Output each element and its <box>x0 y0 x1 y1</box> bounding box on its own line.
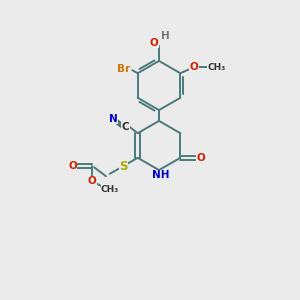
Text: O: O <box>68 161 77 171</box>
Text: Br: Br <box>117 64 130 74</box>
Text: CH₃: CH₃ <box>207 63 225 72</box>
Text: O: O <box>189 62 198 72</box>
Text: NH: NH <box>152 170 169 181</box>
Text: C: C <box>122 122 129 132</box>
Text: S: S <box>119 160 128 172</box>
Text: O: O <box>88 176 97 186</box>
Text: H: H <box>161 31 170 41</box>
Text: CH₃: CH₃ <box>101 185 119 194</box>
Text: O: O <box>196 153 205 163</box>
Text: O: O <box>149 38 158 48</box>
Text: N: N <box>109 114 118 124</box>
